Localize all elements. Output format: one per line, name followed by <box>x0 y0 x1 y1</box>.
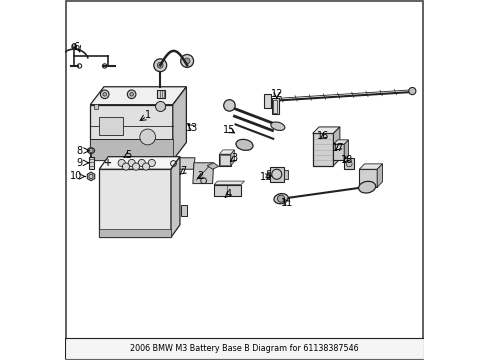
Polygon shape <box>333 127 339 166</box>
Bar <box>99 117 122 135</box>
Bar <box>180 205 187 216</box>
Polygon shape <box>230 150 234 166</box>
Text: 14: 14 <box>259 172 272 182</box>
Circle shape <box>408 87 415 95</box>
Ellipse shape <box>236 139 252 150</box>
Polygon shape <box>99 169 171 237</box>
Circle shape <box>153 59 166 72</box>
Circle shape <box>223 100 235 111</box>
Bar <box>271 98 278 114</box>
Bar <box>312 134 333 166</box>
Circle shape <box>89 148 93 153</box>
Text: 7: 7 <box>180 166 186 176</box>
Text: 16: 16 <box>317 131 329 141</box>
Polygon shape <box>90 139 172 160</box>
Circle shape <box>138 159 145 167</box>
Text: 9: 9 <box>76 158 82 168</box>
Bar <box>264 94 270 108</box>
Circle shape <box>157 62 163 68</box>
Circle shape <box>180 54 193 67</box>
Polygon shape <box>172 87 186 160</box>
Circle shape <box>184 58 190 64</box>
Text: 2006 BMW M3 Battery Base B Diagram for 61138387546: 2006 BMW M3 Battery Base B Diagram for 6… <box>130 344 358 353</box>
Polygon shape <box>359 164 382 169</box>
Circle shape <box>102 93 106 96</box>
Polygon shape <box>169 158 195 169</box>
Polygon shape <box>99 229 171 237</box>
Text: 12: 12 <box>270 89 283 99</box>
Polygon shape <box>87 172 95 181</box>
Bar <box>333 144 344 160</box>
Text: 10: 10 <box>70 171 82 181</box>
Circle shape <box>127 90 136 99</box>
Text: +: + <box>104 158 112 168</box>
Text: 1: 1 <box>144 111 150 121</box>
Circle shape <box>140 129 155 145</box>
Circle shape <box>122 163 129 170</box>
Ellipse shape <box>358 181 375 193</box>
Circle shape <box>118 159 125 167</box>
Bar <box>284 170 287 179</box>
Ellipse shape <box>273 194 287 204</box>
Ellipse shape <box>270 122 285 130</box>
Bar <box>220 155 229 165</box>
Bar <box>88 157 94 169</box>
Circle shape <box>100 90 109 99</box>
Bar <box>359 169 376 187</box>
Bar <box>219 154 230 166</box>
Polygon shape <box>344 140 348 160</box>
Circle shape <box>155 102 165 112</box>
Text: 4: 4 <box>225 189 231 199</box>
Bar <box>344 158 353 169</box>
Circle shape <box>142 163 149 170</box>
Text: 13: 13 <box>186 123 198 133</box>
Polygon shape <box>90 87 186 105</box>
Bar <box>156 90 164 98</box>
Polygon shape <box>207 163 218 169</box>
Polygon shape <box>192 163 213 184</box>
Text: 18: 18 <box>340 154 352 165</box>
Circle shape <box>277 195 284 202</box>
Circle shape <box>132 163 139 170</box>
Circle shape <box>72 44 76 47</box>
Polygon shape <box>90 105 172 160</box>
Bar <box>94 104 98 109</box>
Polygon shape <box>214 181 244 185</box>
Text: 2: 2 <box>197 171 203 181</box>
Text: 17: 17 <box>331 143 344 153</box>
Text: 8: 8 <box>76 145 82 156</box>
Polygon shape <box>333 140 348 144</box>
Circle shape <box>129 93 133 96</box>
Text: 6: 6 <box>74 42 80 52</box>
Text: 15: 15 <box>223 125 235 135</box>
Circle shape <box>148 159 155 167</box>
Text: 11: 11 <box>281 198 293 208</box>
Bar <box>266 170 270 179</box>
Text: 3: 3 <box>231 153 237 163</box>
Bar <box>273 100 277 113</box>
Polygon shape <box>376 164 382 187</box>
Bar <box>214 185 241 196</box>
Text: 5: 5 <box>124 150 131 160</box>
Polygon shape <box>219 150 234 154</box>
Ellipse shape <box>87 148 94 153</box>
Polygon shape <box>312 127 339 134</box>
Bar <box>269 167 284 182</box>
Circle shape <box>128 159 135 167</box>
Polygon shape <box>99 157 180 169</box>
Bar <box>65 338 423 359</box>
Polygon shape <box>171 157 180 237</box>
